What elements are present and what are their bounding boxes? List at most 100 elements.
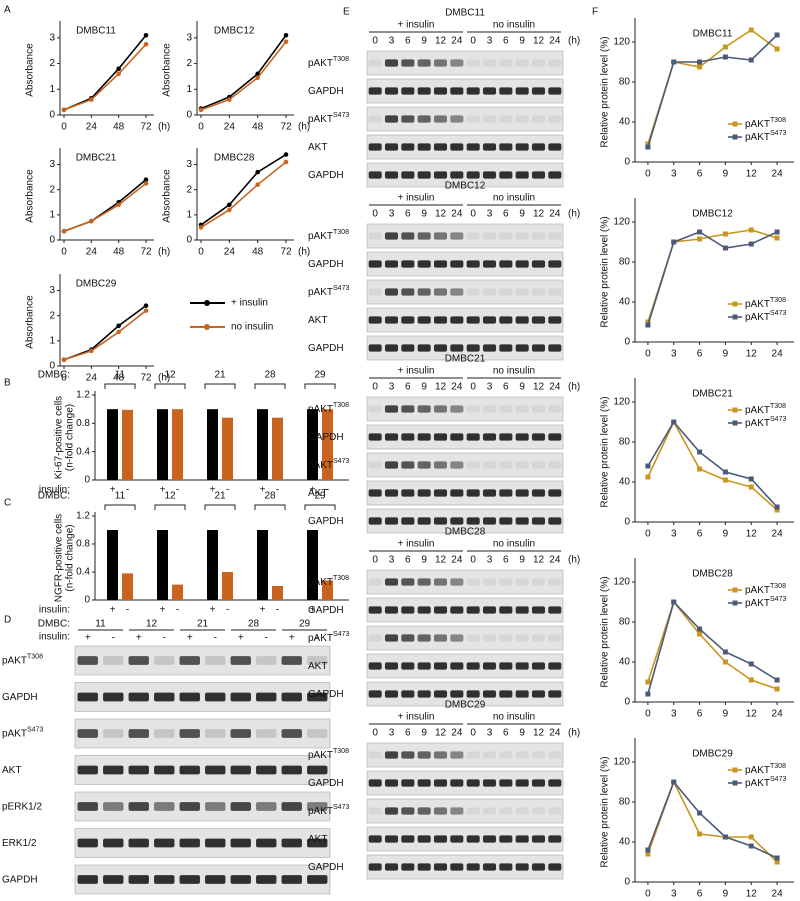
marker bbox=[748, 843, 754, 849]
band bbox=[450, 489, 464, 497]
band bbox=[401, 433, 415, 441]
band bbox=[515, 863, 529, 871]
lane-label: - bbox=[112, 633, 115, 644]
x-tick-label: 72 bbox=[140, 373, 152, 384]
band bbox=[417, 634, 431, 642]
series-line bbox=[647, 34, 778, 148]
time-label: 0 bbox=[372, 728, 378, 739]
time-label: 12 bbox=[533, 728, 545, 739]
legend-marker bbox=[732, 314, 738, 320]
time-label: 24 bbox=[451, 36, 463, 47]
band bbox=[450, 143, 464, 151]
x-tick-label: 0 bbox=[61, 122, 67, 133]
band bbox=[548, 835, 562, 843]
band bbox=[384, 433, 399, 441]
row-label: pAKTS473 bbox=[308, 112, 349, 125]
x-unit: (h) bbox=[158, 122, 170, 133]
row-label: AKT bbox=[308, 661, 327, 672]
series-line bbox=[63, 182, 147, 232]
series-line bbox=[647, 420, 778, 508]
blot-background bbox=[366, 50, 564, 76]
group-label: - bbox=[126, 605, 129, 616]
time-label: 12 bbox=[435, 555, 447, 566]
time-label: 12 bbox=[533, 36, 545, 47]
row-label: GAPDH bbox=[308, 778, 344, 789]
band bbox=[531, 863, 546, 871]
band bbox=[128, 692, 149, 702]
band bbox=[499, 690, 513, 698]
band bbox=[77, 838, 98, 848]
x-tick-label: 48 bbox=[113, 122, 125, 133]
band bbox=[417, 171, 431, 179]
bar bbox=[207, 409, 218, 480]
band bbox=[499, 344, 513, 352]
band bbox=[515, 690, 529, 698]
row-label: GAPDH bbox=[2, 874, 38, 885]
band bbox=[281, 656, 302, 665]
legend-label: no insulin bbox=[231, 322, 273, 333]
lane-label: - bbox=[214, 633, 217, 644]
x-tick-label: 6 bbox=[697, 889, 703, 900]
band bbox=[154, 729, 175, 738]
band bbox=[417, 316, 431, 324]
legend-label-main: pAKT bbox=[745, 132, 770, 143]
row-label-main: pAKT bbox=[308, 460, 333, 471]
band bbox=[450, 517, 464, 525]
category: 11 bbox=[115, 370, 126, 381]
blot-background bbox=[366, 279, 564, 305]
legend-marker bbox=[204, 324, 210, 330]
row-label: GAPDH bbox=[308, 862, 344, 873]
band bbox=[450, 115, 464, 123]
band bbox=[307, 729, 328, 738]
band bbox=[384, 863, 399, 871]
band bbox=[368, 517, 382, 525]
row-label: pAKTS473 bbox=[308, 804, 349, 817]
row-label: AKT bbox=[308, 834, 327, 845]
marker bbox=[671, 419, 677, 425]
time-label: 6 bbox=[503, 209, 509, 220]
row-label: GAPDH bbox=[308, 86, 344, 97]
time-label: 6 bbox=[405, 555, 411, 566]
x-tick-label: 0 bbox=[645, 169, 651, 180]
bar bbox=[107, 409, 118, 480]
band bbox=[384, 835, 399, 843]
band bbox=[466, 517, 480, 525]
group-label: + bbox=[110, 605, 116, 616]
legend-label: pAKTS473 bbox=[745, 310, 786, 323]
series-line bbox=[647, 600, 778, 695]
band bbox=[384, 260, 399, 268]
band bbox=[515, 405, 529, 413]
row-label-main: pAKT bbox=[308, 806, 333, 817]
x-tick-label: 3 bbox=[671, 169, 677, 180]
time-label: 9 bbox=[421, 728, 427, 739]
legend-label: pAKTS473 bbox=[745, 776, 786, 789]
band bbox=[450, 461, 464, 469]
band bbox=[531, 489, 546, 497]
time-label: 0 bbox=[372, 555, 378, 566]
marker bbox=[748, 834, 754, 840]
chart-title: DMBC29 bbox=[76, 279, 117, 290]
bar bbox=[107, 530, 118, 600]
band bbox=[499, 863, 513, 871]
group-label: - bbox=[326, 485, 329, 496]
group-label: + bbox=[260, 605, 266, 616]
y-tick-label: 0 bbox=[84, 595, 90, 606]
band bbox=[401, 288, 415, 296]
band bbox=[128, 765, 149, 775]
y-axis-label: Relative protein level (%) bbox=[600, 576, 611, 687]
category-label: DMBC: bbox=[38, 491, 70, 502]
band bbox=[548, 489, 562, 497]
category: 12 bbox=[164, 370, 176, 381]
time-label: 6 bbox=[405, 36, 411, 47]
band bbox=[77, 692, 98, 702]
row-label: GAPDH bbox=[308, 259, 344, 270]
marker bbox=[748, 476, 754, 482]
row-label-main: GAPDH bbox=[308, 86, 344, 97]
group-label: - bbox=[226, 485, 229, 496]
band bbox=[368, 260, 382, 268]
time-label: 24 bbox=[451, 728, 463, 739]
group-label: 11 bbox=[95, 619, 106, 630]
band bbox=[482, 578, 497, 586]
group-label: 12 bbox=[146, 619, 158, 630]
x-tick-label: 24 bbox=[772, 889, 784, 900]
